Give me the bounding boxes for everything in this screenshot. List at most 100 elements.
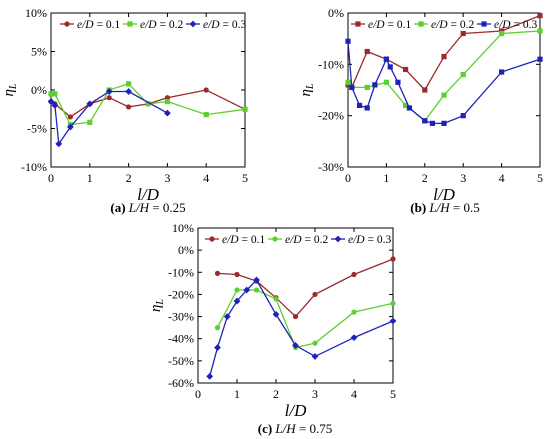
x-tick-label: 5	[242, 171, 248, 185]
y-tick-label: 5%	[31, 45, 47, 59]
x-tick-label: 5	[537, 171, 543, 185]
data-point	[499, 69, 505, 75]
data-point	[389, 317, 397, 325]
y-tick-label: 10%	[25, 6, 47, 20]
data-point	[48, 91, 54, 97]
plot-frame	[197, 227, 394, 384]
x-tick-label: 3	[164, 171, 170, 185]
data-point	[364, 48, 370, 55]
series-line	[217, 258, 394, 318]
data-point	[86, 100, 94, 108]
data-point	[537, 56, 543, 62]
data-point	[390, 256, 396, 262]
data-point	[55, 140, 63, 148]
data-point	[47, 98, 55, 105]
y-axis-label: ηL	[148, 299, 166, 312]
y-tick-label: -30%	[168, 310, 194, 324]
legend-label: e/D = 0.1	[368, 19, 411, 31]
series-2	[214, 287, 396, 351]
y-tick-label: 0%	[178, 243, 194, 257]
data-point	[164, 109, 171, 117]
panel-caption: (c) L/H = 0.75	[258, 421, 333, 436]
series-line	[347, 30, 541, 122]
legend-label: e/D = 0.3	[494, 19, 537, 31]
data-point	[460, 72, 466, 78]
y-tick-label: -50%	[168, 354, 194, 368]
x-tick-label: 2	[126, 171, 132, 185]
data-point	[234, 271, 240, 278]
data-point	[406, 105, 413, 111]
x-tick-label: 3	[312, 387, 318, 401]
series-2	[48, 81, 248, 128]
y-tick-label: -20%	[318, 109, 344, 123]
legend: e/D = 0.1 e/D = 0.2 e/D = 0.3	[205, 234, 391, 246]
data-point	[460, 113, 466, 119]
y-axis-label: ηL	[1, 83, 19, 96]
data-point	[441, 92, 447, 98]
data-point	[383, 56, 389, 62]
x-tick-label: 4	[499, 171, 505, 185]
data-point	[422, 118, 428, 124]
data-point	[253, 276, 260, 284]
data-point	[537, 12, 543, 19]
data-point	[206, 372, 214, 380]
data-point	[51, 102, 59, 109]
x-tick-label: 4	[351, 387, 357, 401]
y-tick-label: -60%	[168, 376, 194, 390]
y-tick-label: -10%	[21, 160, 47, 174]
legend-label: e/D = 0.2	[285, 234, 328, 246]
panel-caption: (b) L/H = 0.5	[410, 200, 479, 215]
x-tick-label: 0	[195, 387, 201, 401]
x-tick-label: 4	[203, 171, 209, 185]
data-point	[273, 296, 279, 302]
y-tick-label: -5%	[27, 122, 47, 136]
y-tick-label: 0%	[31, 83, 47, 97]
x-axis-label: l/D	[137, 185, 159, 204]
data-point	[106, 95, 112, 101]
data-point	[214, 270, 221, 276]
x-tick-label: 1	[87, 171, 93, 185]
data-point	[203, 112, 209, 118]
series-line	[347, 14, 541, 92]
legend-label: e/D = 0.1	[222, 234, 265, 246]
data-point	[214, 344, 221, 351]
data-point	[460, 30, 466, 37]
legend-label: e/D = 0.1	[77, 19, 120, 31]
plot-frame	[347, 12, 541, 168]
legend-marker	[64, 21, 70, 27]
y-tick-label: -30%	[318, 160, 344, 174]
data-point	[403, 66, 409, 73]
y-tick-label: -10%	[318, 57, 344, 71]
data-point	[372, 82, 378, 88]
y-tick-label: -10%	[168, 265, 194, 279]
data-point	[67, 123, 74, 131]
data-point	[312, 291, 318, 298]
data-point	[350, 334, 358, 342]
data-point	[214, 325, 221, 331]
legend-label: e/D = 0.3	[348, 234, 391, 246]
legend-label: e/D = 0.2	[431, 19, 474, 31]
data-point	[364, 105, 370, 111]
data-point	[383, 79, 389, 85]
data-point	[537, 28, 543, 34]
y-axis-label: ηL	[298, 83, 316, 96]
legend-marker	[355, 21, 361, 27]
legend-label: e/D = 0.3	[203, 19, 246, 31]
data-point	[292, 341, 299, 349]
chart-panel-3: 10% 0% -10% -20% -30% -40% -50% -60%0 1 2 3 4 5 l/D ηL…	[148, 221, 397, 436]
data-point	[52, 91, 58, 97]
x-tick-label: 0	[48, 171, 54, 185]
legend: e/D = 0.1 e/D = 0.2 e/D = 0.3	[351, 19, 537, 31]
data-point	[422, 87, 428, 93]
data-point	[67, 114, 73, 120]
data-point	[349, 84, 355, 91]
data-point	[441, 120, 447, 126]
data-point	[126, 104, 132, 110]
data-point	[243, 286, 251, 294]
x-tick-label: 5	[390, 387, 396, 401]
y-tick-label: 10%	[172, 221, 194, 235]
data-point	[145, 101, 151, 107]
legend-marker	[127, 21, 133, 27]
data-point	[429, 120, 436, 126]
